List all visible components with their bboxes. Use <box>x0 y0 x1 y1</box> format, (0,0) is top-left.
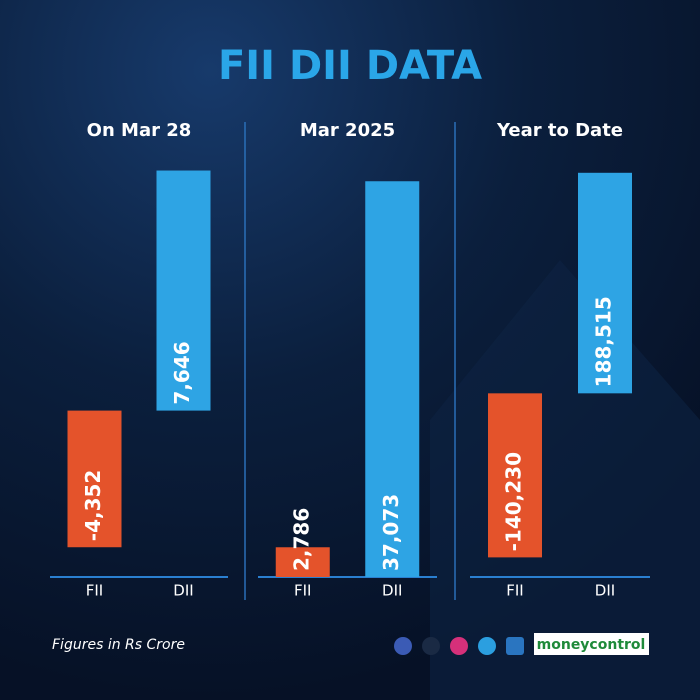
footnote: Figures in Rs Crore <box>52 637 185 653</box>
panel-title: On Mar 28 <box>87 120 192 141</box>
telegram-icon[interactable] <box>478 637 496 655</box>
decor-shape <box>430 260 700 700</box>
linkedin-icon[interactable] <box>506 637 524 655</box>
page-title: FII DII DATA <box>218 43 482 89</box>
bar <box>275 547 330 577</box>
x-tick-label: DII <box>382 582 402 600</box>
value-label: -140,230 <box>502 452 526 551</box>
value-label: 37,073 <box>379 494 403 571</box>
x-tick-label: FII <box>294 582 311 600</box>
panel-title: Year to Date <box>496 120 623 141</box>
instagram-icon[interactable] <box>450 637 468 655</box>
bar <box>156 170 211 411</box>
x-tick-label: FII <box>86 582 103 600</box>
x-icon[interactable] <box>422 637 440 655</box>
value-label: 188,515 <box>592 296 616 387</box>
bar <box>365 181 420 577</box>
bar <box>67 410 122 548</box>
brand-logo: moneycontrol <box>537 637 646 653</box>
panel-title: Mar 2025 <box>300 120 395 141</box>
facebook-icon[interactable] <box>394 637 412 655</box>
bar <box>488 393 542 558</box>
value-label: -4,352 <box>81 470 105 542</box>
value-label: 7,646 <box>170 341 194 404</box>
x-tick-label: DII <box>173 582 193 600</box>
x-tick-label: DII <box>595 582 615 600</box>
value-label: 2,786 <box>289 508 313 571</box>
x-tick-label: FII <box>506 582 523 600</box>
social-icons <box>394 637 524 655</box>
bar <box>578 172 632 394</box>
brand-box <box>534 633 649 655</box>
